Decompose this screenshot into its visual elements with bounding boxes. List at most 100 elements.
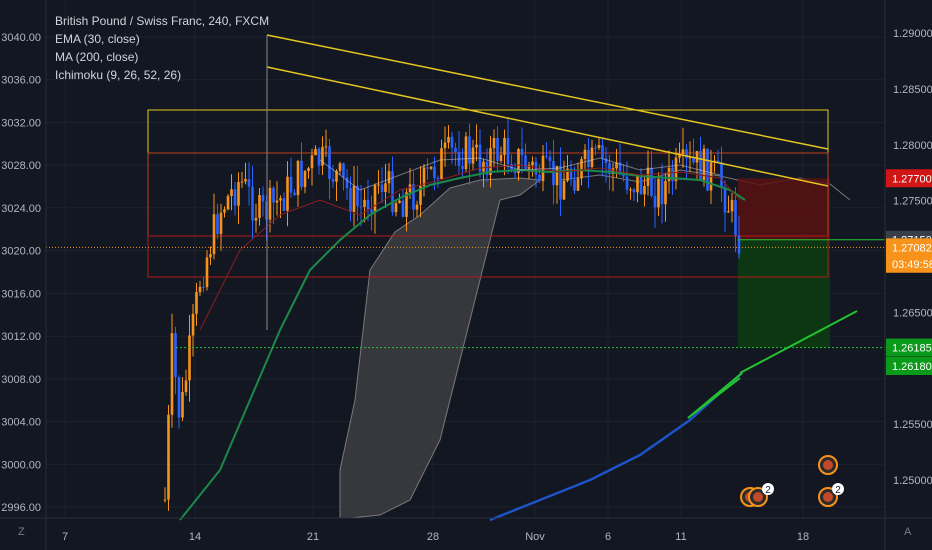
candle-body	[251, 186, 254, 221]
candle-body	[548, 156, 552, 162]
candle-body	[198, 286, 202, 293]
candle-body	[503, 137, 506, 155]
y-right-tick-label: 1.28000	[893, 140, 932, 152]
y-left-tick-label: 2996.00	[1, 502, 41, 514]
candle-body	[496, 137, 499, 161]
y-right-tick-label: 1.27500	[893, 196, 932, 208]
price-tag-bg	[886, 357, 932, 376]
candle-body	[653, 195, 657, 208]
event-count-badge	[832, 483, 844, 495]
take-profit-zone	[738, 239, 830, 348]
candle-body	[426, 167, 429, 169]
indicator-lines	[179, 157, 746, 522]
y-right-tick-label: 1.25500	[893, 419, 932, 431]
candle-body	[450, 136, 454, 148]
candle-body	[300, 160, 303, 188]
event-flag-core	[823, 492, 833, 502]
candle-body	[282, 198, 286, 211]
candle-body	[569, 168, 573, 180]
zoom-button[interactable]: Z	[18, 526, 25, 538]
position-zones	[738, 178, 830, 348]
x-tick-label: Nov	[525, 531, 545, 543]
candle-body	[433, 166, 436, 178]
stop-loss-zone	[738, 178, 830, 240]
candle-body	[723, 186, 727, 213]
symbol-title[interactable]: British Pound / Swiss Franc, 240, FXCM	[55, 14, 270, 28]
ma-legend[interactable]: MA (200, close)	[55, 50, 139, 64]
price-tag-label: 1.26185	[892, 343, 932, 355]
time-axis[interactable]: 7 14 21 28 Nov 6 11 18	[62, 531, 809, 543]
candle-body	[342, 163, 345, 178]
trendlines	[46, 34, 885, 419]
candle-body	[636, 175, 639, 193]
candle-body	[702, 148, 706, 181]
candle-body	[349, 188, 352, 212]
candle-body	[240, 181, 244, 183]
candle-body	[356, 185, 359, 207]
candle-body	[335, 170, 338, 182]
candle-body	[692, 157, 695, 163]
candle-body	[328, 146, 331, 180]
y-left-tick-label: 3020.00	[1, 246, 41, 258]
candle-body	[275, 200, 279, 203]
candle-body	[720, 162, 723, 187]
ema-legend[interactable]: EMA (30, close)	[55, 32, 140, 46]
price-tag-bg	[886, 338, 932, 357]
candle-body	[237, 182, 240, 206]
ichimoku-legend[interactable]: Ichimoku (9, 26, 52, 26)	[55, 68, 182, 82]
candle-body	[338, 163, 342, 171]
candle-body	[216, 214, 219, 235]
candle-body	[293, 192, 296, 196]
auto-scale-button[interactable]: A	[904, 526, 912, 538]
candle-body	[405, 192, 408, 217]
candle-body	[412, 184, 415, 210]
event-count: 2	[765, 485, 771, 496]
candle-body	[454, 147, 457, 152]
candle-body	[398, 200, 401, 204]
candle-body	[170, 333, 174, 415]
event-count: 2	[835, 485, 841, 496]
upper-trendline	[266, 34, 829, 150]
x-tick-label: 14	[189, 531, 201, 543]
left-price-axis[interactable]: 3040.00 3036.00 3032.00 3028.00 3024.00 3020.…	[1, 32, 41, 514]
candle-body	[230, 189, 233, 197]
candle-body	[657, 178, 660, 208]
candle-body	[727, 211, 730, 213]
candle-body	[181, 391, 184, 418]
candle-body	[205, 257, 209, 288]
candle-body	[422, 167, 426, 186]
event-count-badge	[762, 483, 774, 495]
candle-body	[254, 217, 258, 221]
candle-body	[618, 162, 622, 174]
candle-body	[261, 195, 265, 202]
x-tick-label: 18	[797, 531, 809, 543]
x-tick-label: 7	[62, 531, 68, 543]
candle-body	[373, 185, 377, 213]
candle-body	[310, 155, 314, 169]
candle-body	[601, 145, 604, 159]
candle-body	[233, 189, 237, 206]
candle-body	[506, 137, 510, 165]
candle-body	[573, 179, 576, 191]
candle-body	[660, 178, 664, 205]
candle-body	[317, 148, 321, 166]
candle-body	[202, 286, 205, 288]
candle-body	[314, 148, 317, 156]
candle-body	[587, 149, 590, 168]
candle-body	[384, 183, 387, 193]
y-left-tick-label: 3024.00	[1, 203, 41, 215]
rectangle-drawings	[147, 109, 829, 278]
candle-body	[545, 155, 548, 157]
candle-body	[468, 136, 471, 164]
x-tick-label: 11	[675, 531, 686, 543]
event-flag-core	[753, 492, 763, 502]
candle-body	[387, 171, 391, 184]
candle-body	[531, 161, 534, 166]
candle-body	[716, 160, 720, 163]
candle-body	[377, 184, 380, 186]
lower-trendline	[266, 66, 829, 187]
candle-body	[464, 136, 468, 170]
y-left-tick-label: 3008.00	[1, 374, 41, 386]
